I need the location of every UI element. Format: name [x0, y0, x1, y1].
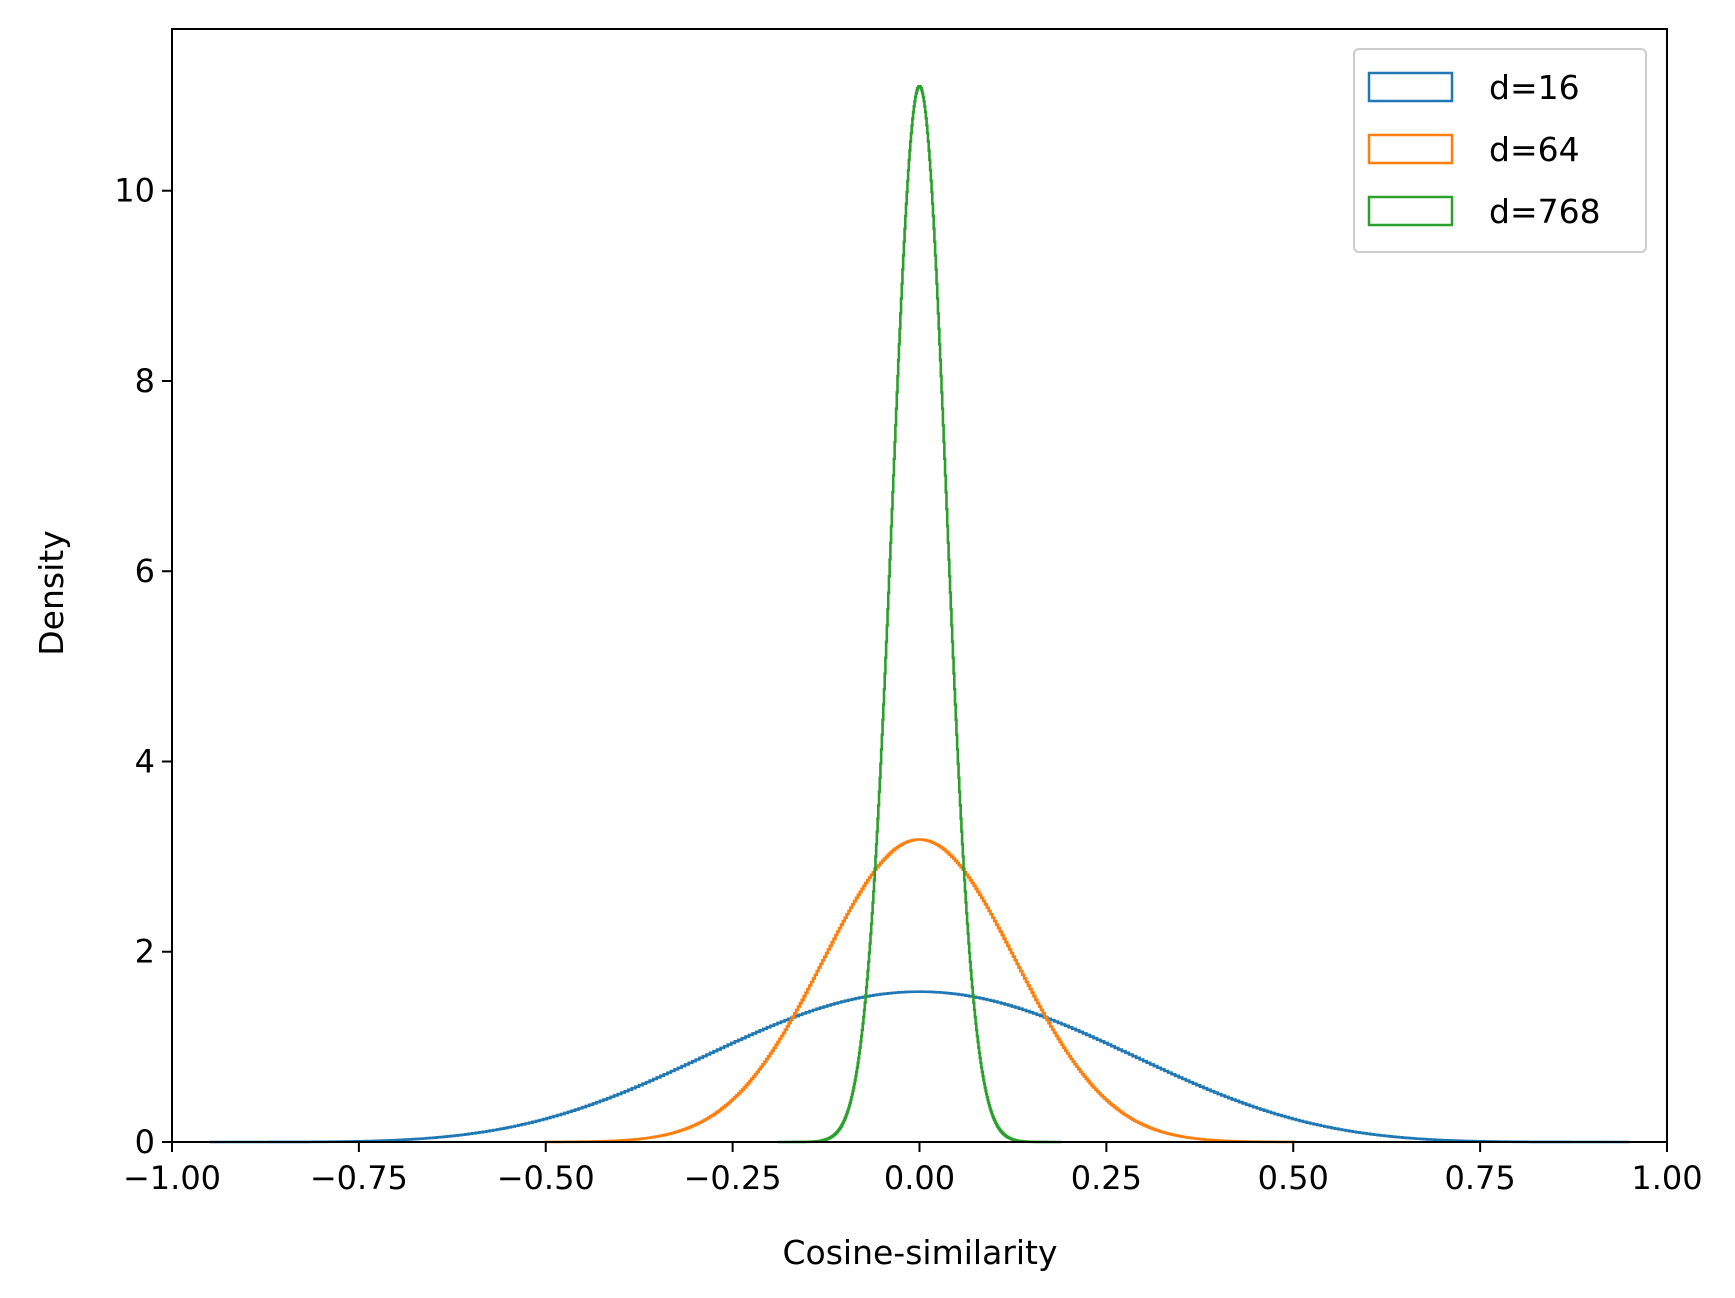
series-layer — [209, 84, 1630, 1144]
y-axis: 0 2 4 6 8 10 — [114, 172, 172, 1161]
x-tick-label: 0.50 — [1258, 1159, 1329, 1197]
x-tick-label: 0.00 — [884, 1159, 955, 1197]
series-line-d64 — [544, 838, 1295, 1144]
legend-label-d64: d=64 — [1489, 130, 1580, 169]
y-tick-label: 2 — [135, 933, 155, 971]
y-tick-label: 8 — [135, 362, 155, 400]
legend: d=16 d=64 d=768 — [1353, 48, 1647, 253]
y-tick-label: 4 — [135, 742, 155, 780]
series-line-d768 — [777, 84, 1062, 1144]
x-tick-label: −0.75 — [310, 1159, 408, 1197]
x-tick-label: 1.00 — [1631, 1159, 1702, 1197]
legend-swatch-d16 — [1367, 71, 1454, 103]
y-tick-label: 0 — [135, 1123, 155, 1161]
x-tick-label: −1.00 — [123, 1159, 221, 1197]
y-tick-label: 10 — [114, 172, 155, 210]
x-tick-label: −0.25 — [684, 1159, 782, 1197]
legend-label-d16: d=16 — [1489, 68, 1580, 107]
series-line-d16 — [209, 990, 1630, 1144]
x-tick-label: 0.75 — [1445, 1159, 1516, 1197]
x-axis: −1.00 −0.75 −0.50 −0.25 0.00 0.25 0.50 0.75 1.00 — [123, 1142, 1703, 1197]
x-axis-label: Cosine-similarity — [783, 1233, 1058, 1272]
x-tick-label: −0.50 — [497, 1159, 595, 1197]
legend-swatch-d64 — [1367, 133, 1454, 165]
legend-swatch-d768 — [1367, 195, 1454, 227]
legend-label-d768: d=768 — [1489, 192, 1601, 231]
y-axis-label: Density — [32, 530, 71, 655]
y-tick-label: 6 — [135, 552, 155, 590]
x-tick-label: 0.25 — [1071, 1159, 1142, 1197]
